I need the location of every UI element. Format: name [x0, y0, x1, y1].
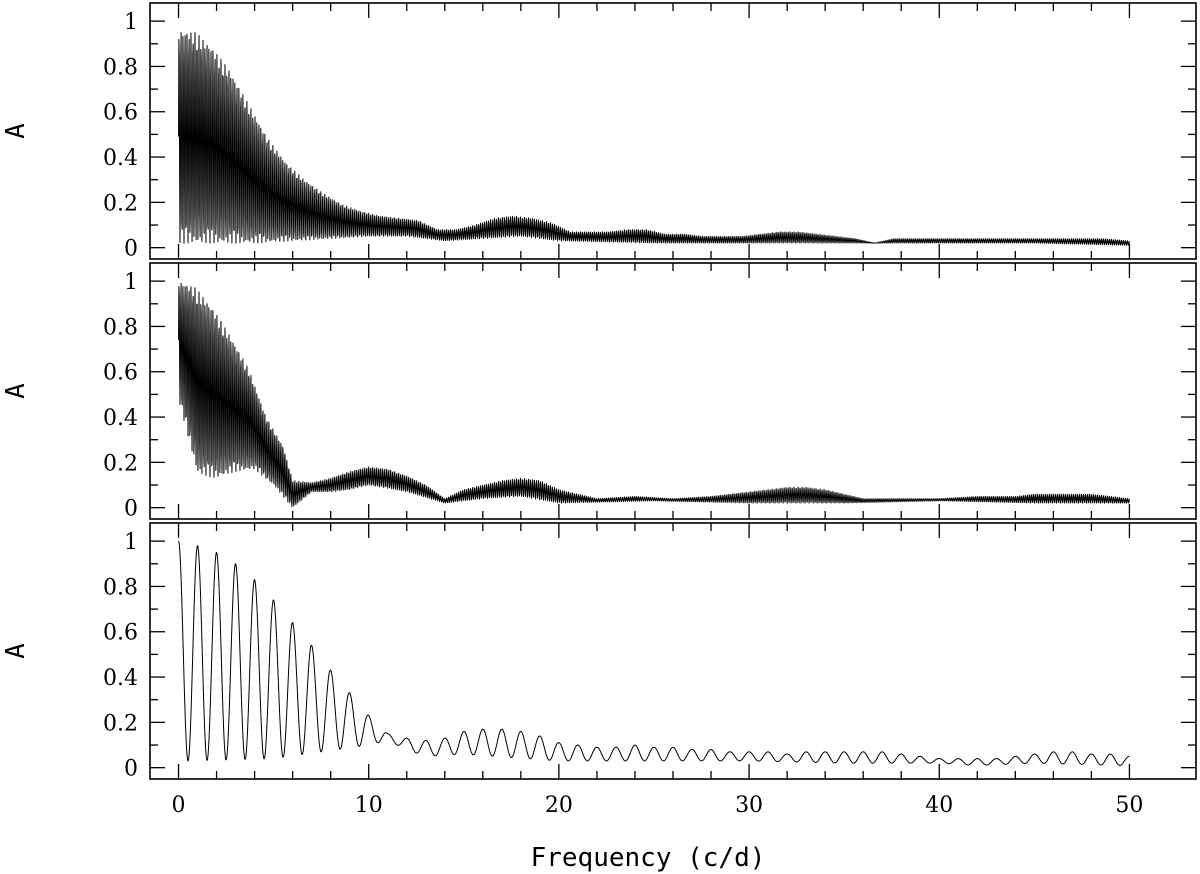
y-tick-label: 1: [124, 270, 138, 295]
panel-2: 0 0.2 0.4 0.6 0.8 1 A: [1, 262, 1197, 522]
spectral-window-trace: [178, 282, 1130, 508]
y-tick-label: 0.6: [103, 101, 138, 126]
y-tick-label: 0.4: [103, 666, 138, 691]
x-tick-label: 20: [545, 793, 573, 818]
y-tick-label: 0.2: [103, 711, 138, 736]
y-tick-label: 0.4: [103, 406, 138, 431]
y-tick-label: 0.2: [103, 191, 138, 216]
y-tick-label: 0.6: [103, 621, 138, 646]
y-tick-label: 0.8: [103, 315, 138, 340]
y-tick-label: 0: [124, 497, 138, 522]
x-tick-label: 0: [172, 793, 186, 818]
y-tick-label: 0.2: [103, 451, 138, 476]
x-tick-label: 10: [355, 793, 383, 818]
y-tick-label: 0: [124, 237, 138, 262]
y-tick-label: 1: [124, 530, 138, 555]
spectral-window-trace: [178, 540, 1130, 766]
y-tick-label: 0.8: [103, 575, 138, 600]
x-axis-title: Frequency (c/d): [531, 843, 766, 873]
y-tick-label: 0.6: [103, 361, 138, 386]
y-tick-label: 0.8: [103, 55, 138, 80]
x-tick-label: 40: [925, 793, 953, 818]
panel-1: 0 0.2 0.4 0.6 0.8 1 A: [1, 2, 1197, 262]
plot-frame: [149, 522, 1197, 780]
plot-frame: [149, 262, 1197, 520]
plot-frame: [149, 2, 1197, 260]
y-tick-label: 0: [124, 757, 138, 782]
y-axis-title: A: [1, 383, 31, 399]
y-axis-title: A: [1, 643, 31, 659]
x-tick-label: 50: [1115, 793, 1143, 818]
x-tick-label: 30: [735, 793, 763, 818]
spectral-window-trace: [178, 32, 1130, 246]
y-axis-title: A: [1, 123, 31, 139]
y-tick-label: 0.4: [103, 146, 138, 171]
y-tick-label: 1: [124, 10, 138, 35]
